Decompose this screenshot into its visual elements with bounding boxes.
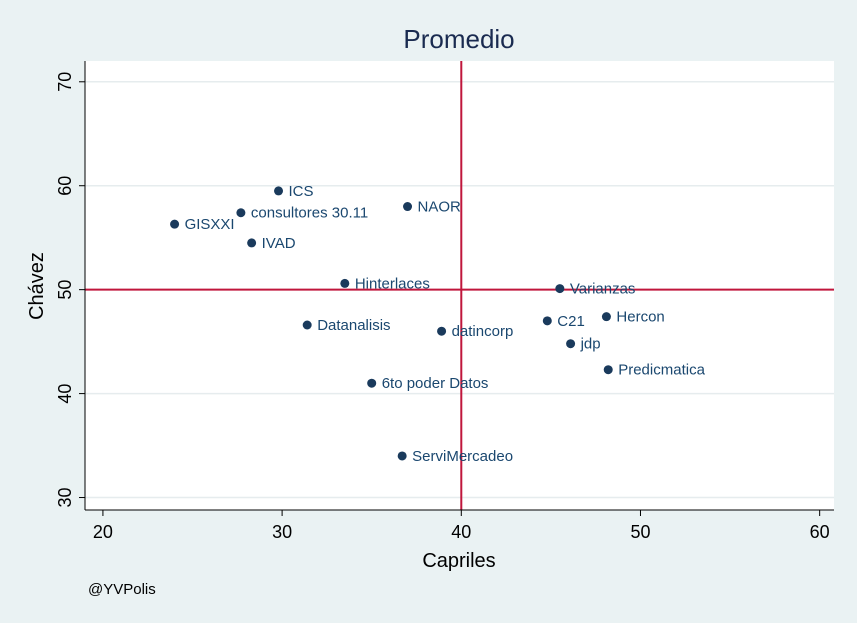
y-tick-label-30: 30 <box>55 488 75 508</box>
data-point-label: 6to poder Datos <box>382 375 489 392</box>
plot-area <box>85 61 834 510</box>
data-point-label: ServiMercadeo <box>412 448 513 465</box>
data-point <box>603 365 613 375</box>
y-tick-label-60: 60 <box>55 176 75 196</box>
data-point-label: Datanalisis <box>317 317 390 334</box>
data-point-label: NAOR <box>418 199 462 216</box>
credit-text: @YVPolis <box>88 581 156 598</box>
data-point-label: Hercon <box>616 309 664 326</box>
data-point-label: IVAD <box>262 235 296 252</box>
data-point-label: consultores 30.11 <box>251 205 368 222</box>
y-tick-label-50: 50 <box>55 280 75 300</box>
data-point <box>236 208 246 218</box>
data-point-label: Predicmatica <box>618 362 705 379</box>
data-point <box>437 326 447 336</box>
data-point <box>340 278 350 288</box>
data-point-label: datincorp <box>452 323 514 340</box>
data-point <box>397 451 407 461</box>
axes: 30 40 50 60 70 20 30 40 50 60 <box>55 61 834 542</box>
chart-title: Promedio <box>403 24 514 54</box>
data-point-label: GISXXI <box>185 216 235 233</box>
data-point <box>566 339 576 349</box>
reference-lines <box>85 61 834 510</box>
data-point-label: C21 <box>557 313 585 330</box>
x-tick-label-20: 20 <box>93 522 113 542</box>
data-point-label: jdp <box>580 336 601 353</box>
data-point <box>601 312 611 322</box>
data-point <box>403 202 413 212</box>
data-points: ICS consultores 30.11 GISXXI NAOR IVAD Hinter… <box>170 183 706 465</box>
x-axis-title: Capriles <box>422 550 495 572</box>
data-point <box>274 186 284 196</box>
y-tick-label-40: 40 <box>55 384 75 404</box>
data-point <box>367 378 377 388</box>
data-point <box>542 316 552 326</box>
x-tick-label-30: 30 <box>272 522 292 542</box>
data-point <box>555 284 565 294</box>
data-point <box>170 219 180 229</box>
y-tick-label-70: 70 <box>55 72 75 92</box>
data-point <box>247 238 257 248</box>
y-axis-title: Chávez <box>26 252 48 320</box>
x-tick-label-40: 40 <box>451 522 471 542</box>
data-point-label: ICS <box>289 183 314 200</box>
data-point-label: Varianzas <box>570 281 636 298</box>
data-point <box>302 320 312 330</box>
data-point-label: Hinterlaces <box>355 275 430 292</box>
x-tick-label-60: 60 <box>810 522 830 542</box>
x-tick-label-50: 50 <box>630 522 650 542</box>
